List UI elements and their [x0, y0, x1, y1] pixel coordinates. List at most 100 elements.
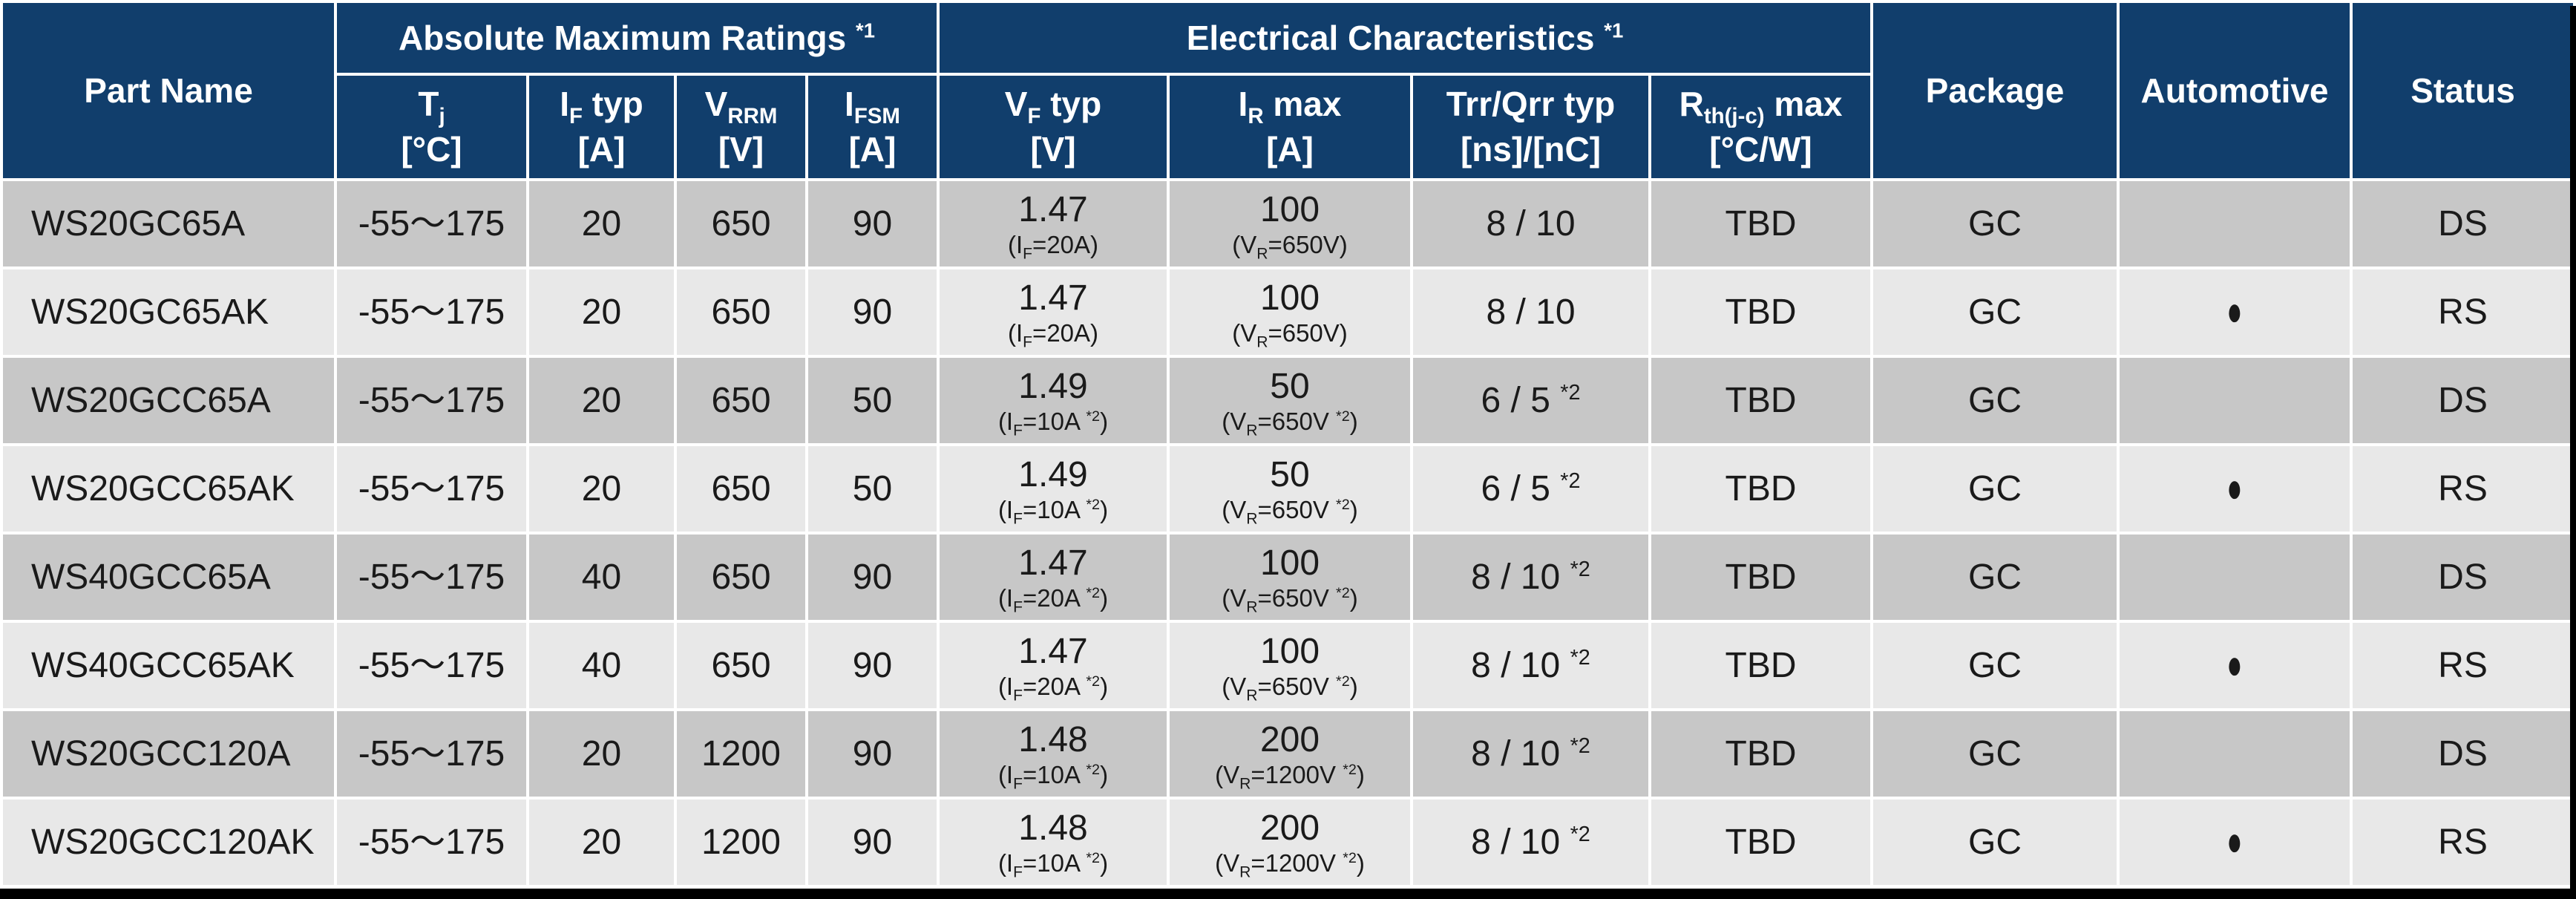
status-cell: DS	[2353, 358, 2574, 443]
screen-edge-bottom	[0, 889, 2576, 899]
ir-value: 200	[1259, 808, 1320, 848]
if-typ-cell: 20	[529, 269, 674, 355]
header-package: Package	[1873, 3, 2117, 178]
tj-cell: -55～175	[337, 446, 526, 532]
vrrm-cell: 1200	[677, 711, 805, 797]
if-typ-cell: 20	[529, 446, 674, 532]
package-cell: GC	[1873, 535, 2117, 620]
automotive-dot: ●	[2226, 817, 2243, 865]
vf-typ-cell: 1.47 (IF=20A)	[940, 181, 1167, 267]
ir-max-cell: 50 (VR=650V *2)	[1170, 358, 1410, 443]
ifsm-cell: 90	[808, 269, 937, 355]
status-cell: RS	[2353, 446, 2574, 532]
package-cell: GC	[1873, 269, 2117, 355]
status-cell: DS	[2353, 181, 2574, 267]
tj-cell: -55～175	[337, 800, 526, 885]
status-cell: RS	[2353, 623, 2574, 708]
tj-cell: -55～175	[337, 711, 526, 797]
package-cell: GC	[1873, 358, 2117, 443]
rth-cell: TBD	[1651, 446, 1871, 532]
header-ifsm: IFSM [A]	[808, 76, 937, 178]
part-name-cell: WS20GC65AK	[3, 269, 334, 355]
vf-condition-note: (IF=10A *2)	[997, 407, 1109, 439]
vf-typ-cell: 1.47 (IF=20A *2)	[940, 535, 1167, 620]
package-cell: GC	[1873, 800, 2117, 885]
header-part-name: Part Name	[3, 3, 334, 178]
automotive-cell	[2120, 711, 2350, 797]
trr-qrr-cell: 8 / 10 *2	[1413, 535, 1648, 620]
header-ir-max: IR max [A]	[1170, 76, 1410, 178]
if-typ-cell: 20	[529, 800, 674, 885]
vf-value: 1.47	[1018, 278, 1088, 318]
if-typ-cell: 40	[529, 623, 674, 708]
vrrm-cell: 650	[677, 181, 805, 267]
rth-cell: TBD	[1651, 800, 1871, 885]
tj-cell: -55～175	[337, 358, 526, 443]
rth-cell: TBD	[1651, 535, 1871, 620]
table-row: WS20GCC120AK -55～175 20 1200 90 1.48 (IF…	[3, 800, 2574, 885]
automotive-dot: ●	[2226, 641, 2243, 688]
vf-value: 1.47	[1018, 543, 1088, 583]
trr-qrr-cell: 8 / 10 *2	[1413, 800, 1648, 885]
ir-condition-note: (VR=650V)	[1232, 230, 1348, 263]
rth-cell: TBD	[1651, 181, 1871, 267]
automotive-cell	[2120, 358, 2350, 443]
automotive-cell	[2120, 535, 2350, 620]
ifsm-cell: 90	[808, 800, 937, 885]
table-row: WS20GCC65AK -55～175 20 650 50 1.49 (IF=1…	[3, 446, 2574, 532]
vf-value: 1.48	[1018, 808, 1088, 848]
header-automotive: Automotive	[2120, 3, 2350, 178]
header-vf-typ: VF typ [V]	[940, 76, 1167, 178]
ifsm-cell: 90	[808, 181, 937, 267]
part-name-cell: WS20GC65A	[3, 181, 334, 267]
automotive-cell: ●	[2120, 800, 2350, 885]
table-row: WS40GCC65A -55～175 40 650 90 1.47 (IF=20…	[3, 535, 2574, 620]
automotive-cell: ●	[2120, 269, 2350, 355]
header-vrrm: VRRM [V]	[677, 76, 805, 178]
table-body: WS20GC65A -55～175 20 650 90 1.47 (IF=20A…	[3, 181, 2574, 885]
table-row: WS40GCC65AK -55～175 40 650 90 1.47 (IF=2…	[3, 623, 2574, 708]
status-cell: RS	[2353, 800, 2574, 885]
ir-max-cell: 200 (VR=1200V *2)	[1170, 800, 1410, 885]
if-typ-cell: 40	[529, 535, 674, 620]
part-name-cell: WS20GCC65AK	[3, 446, 334, 532]
trr-qrr-cell: 6 / 5 *2	[1413, 446, 1648, 532]
trr-qrr-cell: 8 / 10	[1413, 181, 1648, 267]
header-status: Status	[2353, 3, 2574, 178]
ir-condition-note: (VR=650V *2)	[1222, 583, 1358, 616]
vf-condition-note: (IF=10A *2)	[997, 760, 1109, 793]
header-tj: Tj [°C]	[337, 76, 526, 178]
part-name-cell: WS20GCC65A	[3, 358, 334, 443]
vf-condition-note: (IF=20A)	[1007, 318, 1099, 351]
package-cell: GC	[1873, 711, 2117, 797]
automotive-dot: ●	[2226, 464, 2243, 511]
part-name-cell: WS20GCC120A	[3, 711, 334, 797]
automotive-cell	[2120, 181, 2350, 267]
part-name-cell: WS40GCC65AK	[3, 623, 334, 708]
tj-cell: -55～175	[337, 269, 526, 355]
ir-value: 200	[1259, 719, 1320, 759]
trr-qrr-cell: 6 / 5 *2	[1413, 358, 1648, 443]
ir-condition-note: (VR=1200V *2)	[1215, 849, 1365, 881]
header-group-electrical-characteristics: Electrical Characteristics *1	[940, 3, 1871, 73]
ir-value: 100	[1259, 543, 1320, 583]
vf-value: 1.48	[1018, 719, 1088, 759]
trr-qrr-cell: 8 / 10 *2	[1413, 711, 1648, 797]
part-name-cell: WS40GCC65A	[3, 535, 334, 620]
package-cell: GC	[1873, 623, 2117, 708]
header-group-absolute-maximum-ratings: Absolute Maximum Ratings *1	[337, 3, 937, 73]
rth-cell: TBD	[1651, 711, 1871, 797]
ir-max-cell: 100 (VR=650V *2)	[1170, 623, 1410, 708]
vrrm-cell: 650	[677, 446, 805, 532]
if-typ-cell: 20	[529, 181, 674, 267]
ir-max-cell: 100 (VR=650V)	[1170, 269, 1410, 355]
screen-edge-right	[2570, 6, 2576, 899]
if-typ-cell: 20	[529, 358, 674, 443]
status-cell: RS	[2353, 269, 2574, 355]
trr-qrr-cell: 8 / 10 *2	[1413, 623, 1648, 708]
ir-condition-note: (VR=1200V *2)	[1215, 760, 1365, 793]
part-name-cell: WS20GCC120AK	[3, 800, 334, 885]
trr-qrr-cell: 8 / 10	[1413, 269, 1648, 355]
vrrm-cell: 650	[677, 269, 805, 355]
